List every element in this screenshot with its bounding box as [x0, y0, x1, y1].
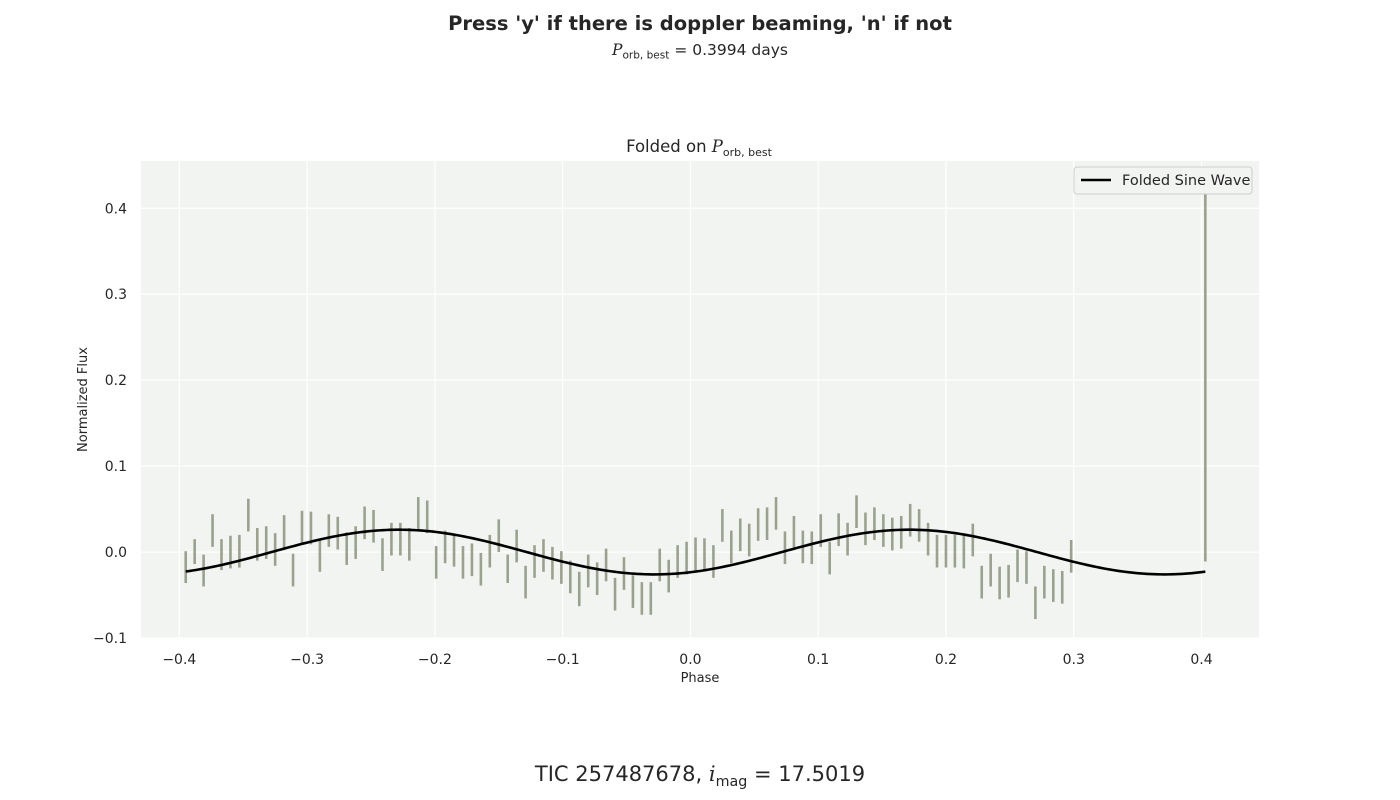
- y-tick-label: 0.4: [105, 201, 127, 217]
- x-tick-label: 0.2: [935, 652, 957, 668]
- y-axis-label: Normalized Flux: [76, 347, 91, 452]
- y-tick-label: 0.1: [105, 459, 127, 475]
- x-tick-label: 0.3: [1063, 652, 1085, 668]
- y-tick-label: 0.0: [105, 545, 127, 561]
- x-tick-label: 0.0: [679, 652, 701, 668]
- x-tick-label: 0.4: [1190, 652, 1212, 668]
- axes-title-subscript: orb, best: [723, 146, 773, 159]
- period-symbol: P: [612, 41, 623, 59]
- axes-title-symbol: P: [711, 137, 724, 156]
- target-footer: TIC 257487678, imag = 17.5019: [0, 762, 1400, 790]
- legend: Folded Sine Wave: [1073, 166, 1253, 195]
- axes-title-prefix: Folded on: [626, 137, 706, 156]
- x-tick-label: −0.3: [290, 652, 324, 668]
- x-tick-label: 0.1: [807, 652, 829, 668]
- mag-value: = 17.5019: [753, 762, 866, 786]
- period-subtitle: Porb, best = 0.3994 days: [0, 41, 1400, 62]
- x-axis-label: Phase: [681, 671, 720, 686]
- axes-title: Folded on Porb, best: [626, 137, 773, 159]
- x-tick-label: −0.1: [546, 652, 580, 668]
- y-tick-label: 0.2: [105, 373, 127, 389]
- x-tick-label: −0.2: [418, 652, 452, 668]
- plot-area: [141, 161, 1259, 638]
- x-axis-ticks: −0.4 −0.3 −0.2 −0.1 0.0 0.1 0.2 0.3 0.4: [162, 652, 1212, 668]
- x-tick-label: −0.4: [162, 652, 196, 668]
- y-tick-label: −0.1: [93, 631, 127, 647]
- sine-wave-line: [185, 528, 1206, 576]
- y-tick-label: 0.3: [105, 287, 127, 303]
- period-subscript: orb, best: [622, 49, 670, 62]
- mag-subscript: mag: [715, 773, 748, 790]
- legend-entry-sine: Folded Sine Wave: [1122, 173, 1250, 189]
- period-value: = 0.3994 days: [674, 41, 788, 59]
- y-axis-ticks: −0.1 0.0 0.1 0.2 0.3 0.4: [93, 201, 127, 647]
- tic-id: TIC 257487678,: [534, 762, 703, 786]
- figure-suptitle: Press 'y' if there is doppler beaming, '…: [448, 12, 952, 35]
- mag-symbol: i: [708, 762, 716, 786]
- legend-box: [1073, 166, 1253, 195]
- errorbar-series: [184, 186, 1207, 620]
